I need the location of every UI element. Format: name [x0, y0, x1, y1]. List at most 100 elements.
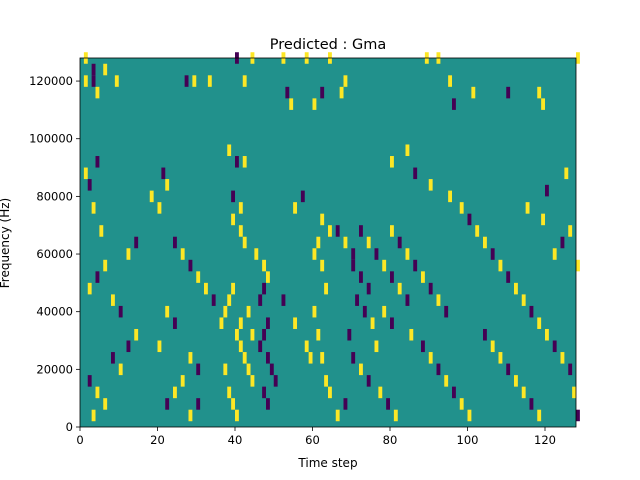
heatmap-cell	[467, 409, 472, 422]
heatmap-cell	[521, 386, 526, 399]
heatmap-cell	[180, 248, 185, 260]
heatmap-cell	[173, 386, 177, 399]
heatmap-cell	[95, 271, 100, 283]
heatmap-cell	[428, 352, 433, 364]
heatmap-cell	[359, 271, 363, 283]
heatmap-cell	[188, 409, 193, 422]
heatmap-cell	[552, 340, 557, 353]
y-tick-label: 20000	[36, 362, 73, 376]
heatmap-cell	[413, 167, 418, 180]
heatmap-cell	[521, 294, 526, 306]
heatmap-cell	[390, 271, 394, 283]
heatmap-cell	[498, 259, 503, 272]
heatmap-cell	[83, 167, 88, 180]
heatmap-cell	[343, 236, 348, 249]
heatmap-cell	[397, 282, 402, 295]
heatmap-cell	[95, 86, 100, 99]
heatmap-cell	[572, 386, 577, 399]
heatmap-cell	[165, 398, 170, 410]
heatmap-cell	[188, 259, 193, 272]
heatmap-cell	[537, 409, 542, 422]
heatmap-cell	[552, 248, 557, 260]
heatmap-cell	[347, 328, 352, 341]
heatmap-cell	[273, 375, 278, 387]
heatmap-cell	[483, 328, 487, 341]
heatmap-cell	[359, 225, 363, 237]
heatmap-cell	[397, 236, 402, 249]
heatmap-cell	[254, 248, 259, 260]
heatmap-cell	[390, 156, 394, 168]
heatmap-cell	[184, 75, 189, 87]
heatmap-cell	[289, 98, 294, 110]
heatmap-cell	[312, 248, 317, 260]
heatmap-cell	[188, 352, 193, 364]
heatmap-cell	[405, 248, 410, 260]
heatmap-cell	[262, 282, 267, 295]
heatmap-cell	[227, 144, 232, 157]
heatmap-cell	[514, 282, 518, 295]
heatmap-cell	[405, 294, 410, 306]
heatmap-cell	[227, 386, 232, 399]
heatmap-cell	[118, 305, 123, 318]
heatmap-cell	[242, 156, 247, 168]
heatmap-cell	[312, 305, 317, 318]
plot-frame	[79, 57, 577, 428]
heatmap-cell	[413, 259, 418, 272]
heatmap-cell	[514, 375, 518, 387]
heatmap-cell	[103, 259, 108, 272]
heatmap-cell	[114, 75, 119, 87]
heatmap-cell	[91, 202, 96, 214]
heatmap-cell	[324, 375, 329, 387]
heatmap-cell	[366, 375, 371, 387]
heatmap-cell	[370, 317, 375, 329]
heatmap-cell	[161, 167, 166, 180]
chart-title: Predicted : Gma	[270, 37, 386, 53]
x-tick-label: 80	[383, 433, 398, 447]
heatmap-cell	[560, 352, 565, 364]
heatmap-cell	[266, 398, 270, 410]
heatmap-cell	[149, 190, 154, 203]
heatmap-cell	[390, 225, 394, 237]
heatmap-cell	[459, 398, 464, 410]
y-axis-ticks: 0 20000 40000 60000 80000 100000 120000	[29, 74, 80, 434]
heatmap-cell	[568, 363, 573, 376]
heatmap-cell	[173, 317, 177, 329]
heatmap-cell	[293, 317, 298, 329]
heatmap-cell	[308, 352, 313, 364]
heatmap-cell	[246, 363, 251, 376]
heatmap-cell	[91, 63, 96, 76]
heatmap-cell	[126, 248, 131, 260]
heatmap-cell	[366, 282, 371, 295]
heatmap-background	[80, 58, 576, 427]
heatmap-cell	[483, 236, 487, 249]
heatmap-cell	[262, 328, 267, 341]
heatmap-cell	[541, 98, 546, 110]
heatmap-cell	[223, 305, 228, 318]
heatmap-cell	[576, 259, 580, 272]
heatmap-cell	[207, 75, 212, 87]
heatmap-cell	[564, 167, 569, 180]
x-tick-label: 100	[457, 433, 479, 447]
heatmap-cell	[258, 340, 263, 353]
heatmap-cell	[490, 340, 495, 353]
heatmap-cell	[91, 409, 96, 422]
heatmap-cell	[196, 398, 201, 410]
heatmap-cell	[258, 294, 263, 306]
heatmap-cell	[95, 156, 100, 168]
heatmap-cell	[91, 75, 96, 87]
heatmap-cell	[428, 282, 433, 295]
heatmap-cell	[242, 75, 247, 87]
heatmap-cell	[452, 98, 456, 110]
heatmap-cell	[568, 225, 573, 237]
y-tick-label: 120000	[29, 74, 73, 88]
heatmap-cell	[529, 398, 534, 410]
heatmap-cell	[328, 225, 332, 237]
heatmap-cell	[227, 294, 232, 306]
heatmap-cell	[409, 328, 414, 341]
heatmap-cell	[262, 386, 267, 399]
heatmap-cell	[343, 398, 348, 410]
x-tick-label: 0	[76, 433, 83, 447]
heatmap-cell	[448, 75, 453, 87]
heatmap-cell	[126, 340, 131, 353]
heatmap-cell	[444, 375, 449, 387]
